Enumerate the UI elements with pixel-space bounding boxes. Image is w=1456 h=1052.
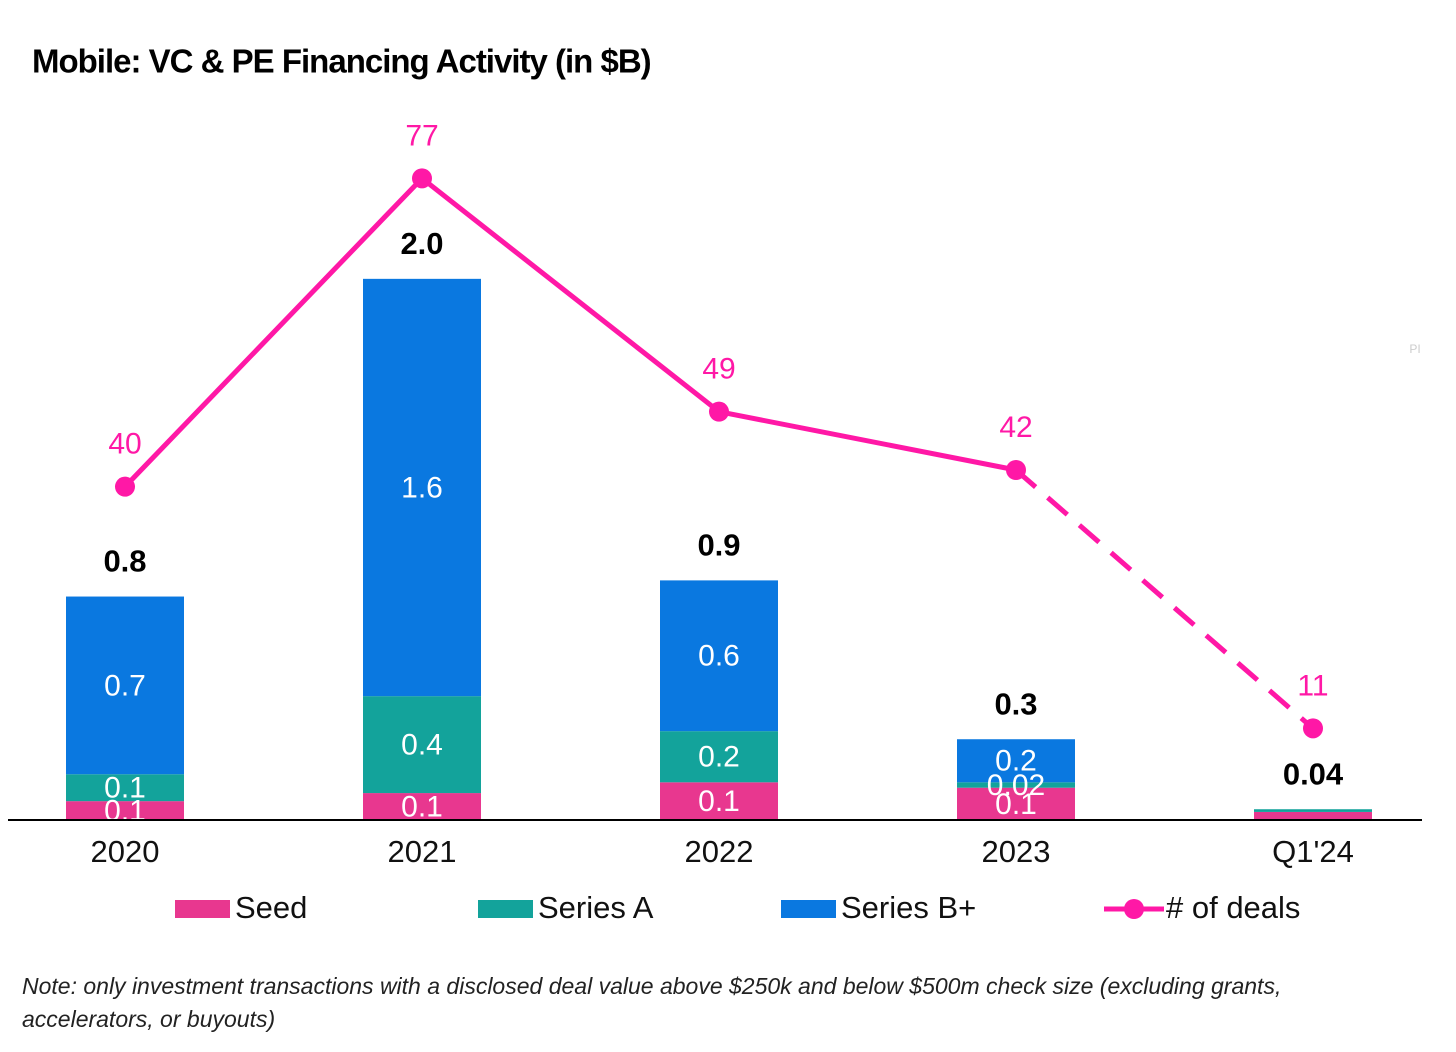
line-label: 77 [405, 119, 438, 152]
bar-segment [66, 774, 184, 802]
segment-label: 0.4 [401, 729, 443, 762]
legend-label: Series B+ [841, 890, 976, 925]
line-label: 11 [1297, 669, 1328, 702]
x-tick-label: 2021 [388, 834, 457, 869]
line-segment [420, 176, 721, 414]
total-label: 2.0 [400, 226, 443, 261]
line-point [1006, 460, 1026, 480]
bar-segment [660, 580, 778, 732]
line-segment [123, 176, 424, 489]
segment-label: 1.6 [401, 471, 443, 504]
line-point [412, 168, 432, 189]
segment-label: 0.1 [104, 772, 146, 805]
total-label: 0.3 [994, 686, 1037, 721]
x-tick-label: 2022 [685, 834, 754, 869]
bar-segment [1254, 809, 1372, 812]
chart: Mobile: VC & PE Financing Activity (in $… [8, 43, 1422, 925]
legend-label: # of deals [1166, 890, 1300, 925]
line-point [115, 476, 135, 497]
note: Note: only investment transactions with … [22, 973, 1282, 1032]
bar-segment [66, 596, 184, 775]
line-point [1303, 718, 1323, 739]
segment-label: 0.6 [698, 640, 740, 673]
segment-label: 0.1 [995, 788, 1037, 821]
chart-title: Mobile: VC & PE Financing Activity (in $… [32, 43, 651, 80]
segment-label: 0.02 [987, 769, 1045, 802]
line-point [709, 401, 729, 422]
bar-segment [363, 278, 481, 697]
legend-label: Seed [235, 890, 307, 925]
total-label: 0.9 [697, 528, 740, 563]
total-label: 0.8 [103, 544, 146, 579]
bar-segment [957, 787, 1075, 820]
bar-segment [363, 793, 481, 820]
line-label: 42 [999, 411, 1032, 444]
segment-label: 0.2 [995, 745, 1037, 778]
bar-segment [957, 739, 1075, 783]
segment-label: 0.2 [698, 741, 740, 774]
line-segment [1014, 468, 1315, 731]
bar-segment [66, 801, 184, 820]
segment-label: 0.1 [104, 794, 146, 827]
legend-swatch [1124, 899, 1144, 919]
x-tick-label: 2023 [982, 834, 1051, 869]
watermark: PI [1409, 342, 1420, 356]
legend-swatch [175, 900, 230, 918]
legend-swatch [781, 900, 836, 918]
bar-segment [660, 731, 778, 783]
x-tick-label: 2020 [91, 834, 160, 869]
x-tick-label: Q1'24 [1272, 834, 1354, 869]
total-label: 0.04 [1283, 756, 1344, 791]
segment-label: 0.1 [401, 790, 443, 823]
bar-segment [363, 696, 481, 794]
line-segment [718, 409, 1017, 473]
bar-segment [957, 782, 1075, 788]
legend-swatch [478, 900, 533, 918]
legend-label: Series A [538, 890, 654, 925]
line-label: 40 [108, 428, 141, 461]
segment-label: 0.7 [104, 669, 146, 702]
segment-label: 0.1 [698, 785, 740, 818]
bar-segment [660, 782, 778, 820]
line-label: 49 [702, 353, 735, 386]
bar-segment [1254, 811, 1372, 820]
